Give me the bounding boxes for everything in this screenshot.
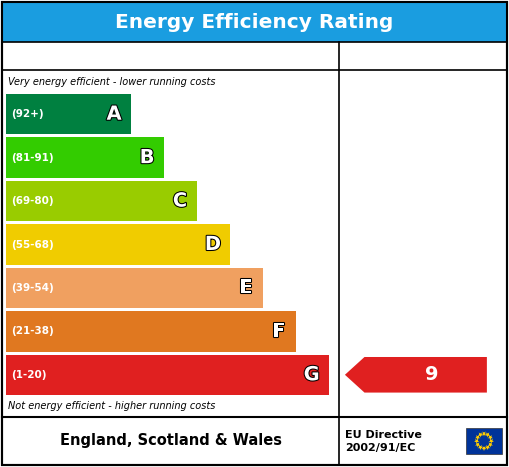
Text: (55-68): (55-68) (11, 240, 54, 249)
Polygon shape (482, 432, 487, 437)
Text: (39-54): (39-54) (11, 283, 54, 293)
Text: 2002/91/EC: 2002/91/EC (345, 443, 416, 453)
Text: A: A (106, 105, 122, 124)
Text: Very energy efficient - lower running costs: Very energy efficient - lower running co… (8, 77, 215, 87)
Polygon shape (488, 435, 493, 440)
Text: (69-80): (69-80) (11, 196, 53, 206)
Polygon shape (475, 435, 480, 440)
Text: (92+): (92+) (11, 109, 44, 119)
Polygon shape (474, 439, 479, 444)
Bar (6, 137, 164, 178)
Polygon shape (489, 439, 494, 444)
Text: F: F (272, 322, 286, 341)
Text: G: G (304, 365, 320, 384)
Text: EU Directive: EU Directive (345, 430, 422, 440)
Bar (6, 224, 230, 265)
Text: Energy Efficiency Rating: Energy Efficiency Rating (116, 13, 393, 31)
Bar (6, 268, 263, 308)
Text: C: C (173, 191, 187, 211)
Polygon shape (482, 446, 487, 451)
Text: Not energy efficient - higher running costs: Not energy efficient - higher running co… (8, 401, 215, 411)
Polygon shape (478, 432, 483, 438)
Text: E: E (239, 278, 252, 297)
Text: (1-20): (1-20) (11, 370, 46, 380)
Text: (21-38): (21-38) (11, 326, 54, 336)
Polygon shape (485, 445, 490, 450)
Bar (466, 428, 502, 454)
Bar (6, 311, 296, 352)
Polygon shape (485, 432, 490, 438)
Text: England, Scotland & Wales: England, Scotland & Wales (60, 433, 281, 448)
Text: (81-91): (81-91) (11, 153, 53, 163)
Bar (6, 181, 197, 221)
Polygon shape (475, 442, 480, 447)
Polygon shape (478, 445, 483, 450)
Bar (2, 2, 507, 42)
Text: 9: 9 (425, 365, 439, 384)
Bar (6, 354, 329, 395)
Text: D: D (205, 235, 221, 254)
Text: B: B (139, 148, 154, 167)
Polygon shape (488, 442, 493, 447)
Bar (6, 94, 131, 134)
Polygon shape (345, 357, 487, 393)
